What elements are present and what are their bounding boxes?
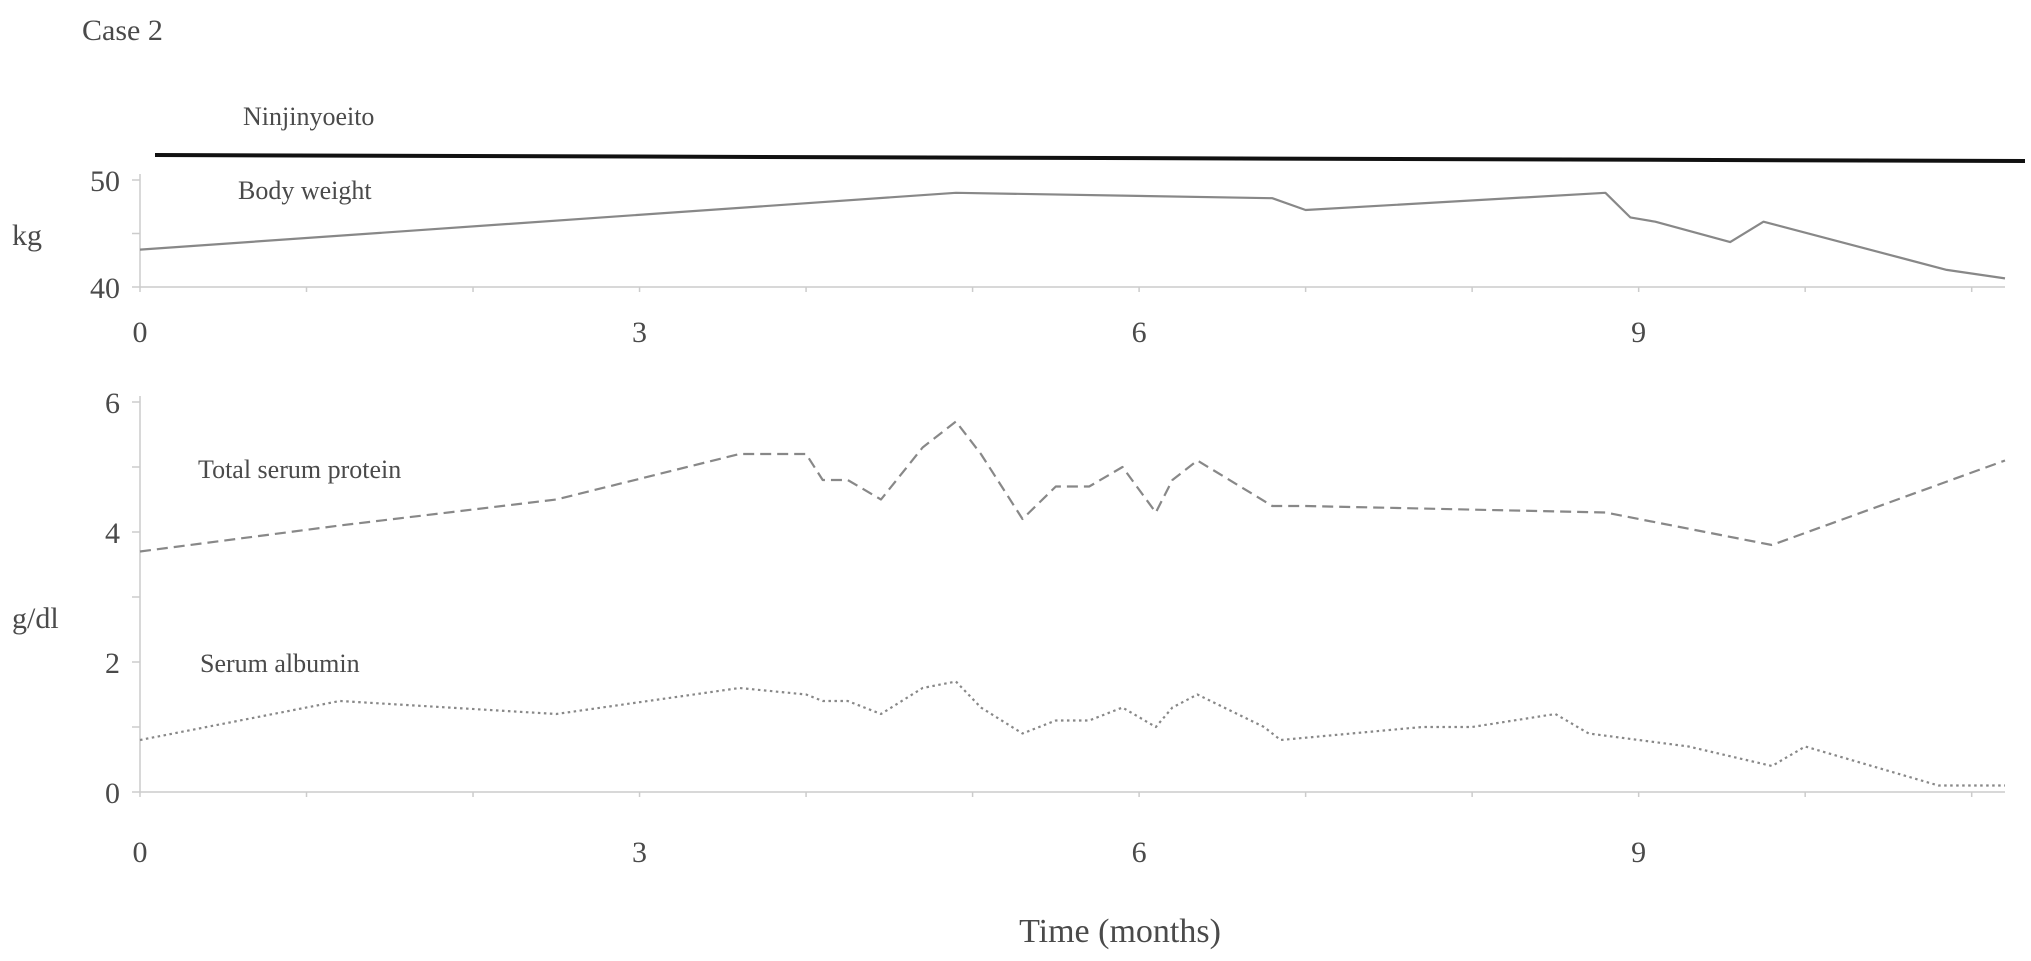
treatment-label: Ninjinyoeito (243, 102, 374, 131)
case-label: Case 2 (82, 14, 163, 47)
y-tick-label: 4 (105, 517, 120, 550)
y-tick-label: 2 (105, 647, 120, 680)
x-tick-label: 9 (1631, 316, 1646, 349)
y-ticks-top: 40 50 (90, 165, 140, 305)
x-tick-label: 9 (1631, 836, 1646, 869)
series-top (139, 191, 2006, 280)
y-axis-label-bottom: g/dl (12, 602, 59, 635)
x-tick-label: 6 (1132, 316, 1147, 349)
x-ticks-bottom: 0 3 6 9 (133, 792, 1973, 869)
y-tick-label: 6 (105, 387, 120, 420)
serum-panel: 0 2 4 6 0 3 6 9 g/dl Total serum protein Serum … (12, 387, 2006, 869)
x-tick-label: 0 (133, 316, 148, 349)
y-tick-label: 0 (105, 777, 120, 810)
body-weight-line (139, 191, 2006, 280)
x-ticks-top: 0 3 6 9 (133, 287, 1973, 349)
y-tick-label: 40 (90, 272, 120, 305)
body-weight-panel: Ninjinyoeito 40 50 0 3 6 9 kg Body weight (12, 102, 2026, 349)
series-bottom (139, 420, 2006, 787)
x-tick-label: 6 (1132, 836, 1147, 869)
treatment-bar (154, 153, 2026, 163)
total-serum-protein-label: Total serum protein (198, 455, 401, 484)
y-tick-label: 50 (90, 165, 120, 198)
x-axis-title: Time (months) (1019, 913, 1221, 950)
x-tick-label: 0 (133, 836, 148, 869)
x-tick-label: 3 (632, 316, 647, 349)
total-serum-protein-line (139, 420, 2006, 553)
x-tick-label: 3 (632, 836, 647, 869)
y-ticks-bottom: 0 2 4 6 (105, 387, 140, 810)
body-weight-label: Body weight (238, 176, 372, 205)
y-axis-label-top: kg (12, 219, 42, 252)
series-labels-bottom: Total serum protein Serum albumin (198, 455, 401, 678)
serum-albumin-label: Serum albumin (200, 649, 360, 678)
series-labels-top: Body weight (238, 176, 372, 205)
serum-albumin-line (139, 680, 2005, 787)
